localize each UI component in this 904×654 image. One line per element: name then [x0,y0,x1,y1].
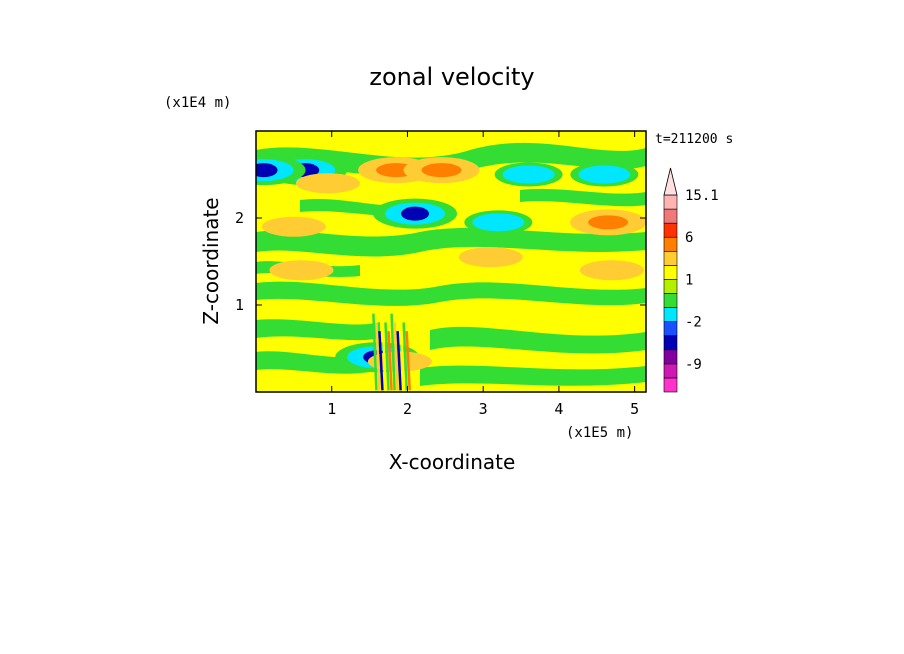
colorbar-label: 6 [685,230,693,246]
x-tick-label: 3 [479,400,488,418]
anomaly-core [588,215,629,230]
x-axis-label: X-coordinate [389,450,516,474]
band [256,281,646,306]
striation [393,322,399,391]
x-tick-label: 1 [327,400,336,418]
colorbar-swatch [663,208,678,224]
anomaly [464,210,533,235]
y-tick-label: 2 [235,209,244,227]
x-unit-label: (x1E5 m) [566,425,633,441]
colorbar-swatch [663,335,678,351]
colorbar-swatch [663,349,678,365]
band [430,326,646,354]
anomaly-core [256,163,278,178]
band [256,319,380,341]
anomaly-outer [269,260,334,281]
striation [396,331,402,391]
colorbar-swatch [663,307,678,322]
band [256,228,646,257]
x-tick-label: 2 [403,400,412,418]
colorbar-label: 15.1 [685,188,719,204]
anomaly [256,155,306,186]
striation [375,322,381,391]
colorbar-label: 1 [685,272,693,288]
anomaly [570,209,646,236]
colorbar-swatch [663,250,678,266]
feature-layer [256,155,646,373]
striation [402,322,408,391]
colorbar: 15.1 6 1 -2 -9 [663,167,719,393]
striation [378,331,384,391]
anomaly [458,247,523,268]
band [420,365,646,386]
striation [381,313,387,391]
colorbar-swatch [663,321,678,337]
colorbar-extension [663,167,678,196]
colorbar-swatch [663,293,678,308]
x-tick-label: 5 [630,400,639,418]
plot-area [256,131,646,392]
anomaly [295,173,360,194]
colorbar-swatch [663,222,678,238]
chart-title: zonal velocity [369,63,534,91]
y-unit-label: (x1E4 m) [164,95,231,111]
band [256,351,370,374]
anomaly-mid [472,213,525,232]
anomaly [261,216,326,237]
anomaly-mid [502,165,555,184]
striation [390,313,396,391]
anomaly [373,198,458,229]
anomaly-core [421,163,462,178]
anomaly-outer [295,173,360,194]
colorbar-label: -9 [685,357,702,373]
anomaly [269,260,334,281]
anomaly-outer [458,247,523,268]
y-axis-label: Z-coordinate [199,197,223,324]
colorbar-label: -2 [685,315,702,331]
colorbar-swatch [663,377,678,393]
anomaly-outer [579,260,644,281]
anomaly-core [401,206,430,221]
striation [387,331,393,391]
time-label: t=211200 s [655,132,733,147]
anomaly [494,162,563,187]
y-tick-label: 1 [235,296,244,314]
striation [405,331,411,391]
anomaly [403,157,480,184]
colorbar-swatch [663,236,678,252]
colorbar-swatch [663,363,678,379]
striation [372,313,378,391]
anomaly [570,162,639,187]
x-tick-label: 4 [554,400,563,418]
colorbar-swatch [663,265,678,280]
anomaly [579,260,644,281]
y-axis: 12 [235,209,646,314]
band [520,188,646,207]
x-axis: 1 2 3 4 5 [327,131,639,418]
colorbar-swatch [663,194,678,210]
striation [384,322,390,391]
plot-frame [255,130,647,393]
anomaly-mid [578,165,631,184]
anomaly-outer [261,216,326,237]
colorbar-swatch [663,279,678,294]
striation [399,313,405,391]
striations [372,313,411,391]
